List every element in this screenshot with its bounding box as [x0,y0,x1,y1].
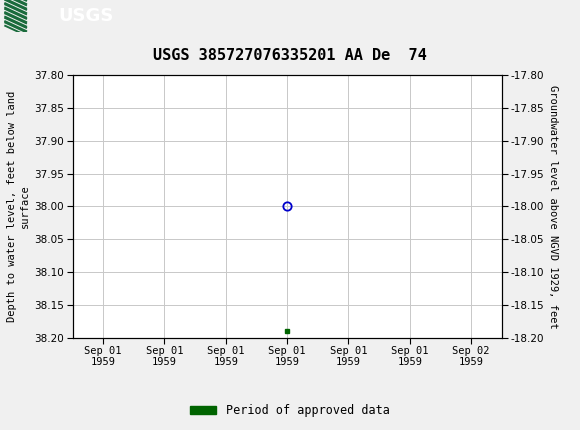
Legend: Period of approved data: Period of approved data [186,399,394,422]
Text: USGS: USGS [58,7,113,25]
Y-axis label: Depth to water level, feet below land
surface: Depth to water level, feet below land su… [7,91,30,322]
Text: USGS 385727076335201 AA De  74: USGS 385727076335201 AA De 74 [153,49,427,63]
Y-axis label: Groundwater level above NGVD 1929, feet: Groundwater level above NGVD 1929, feet [548,85,558,328]
